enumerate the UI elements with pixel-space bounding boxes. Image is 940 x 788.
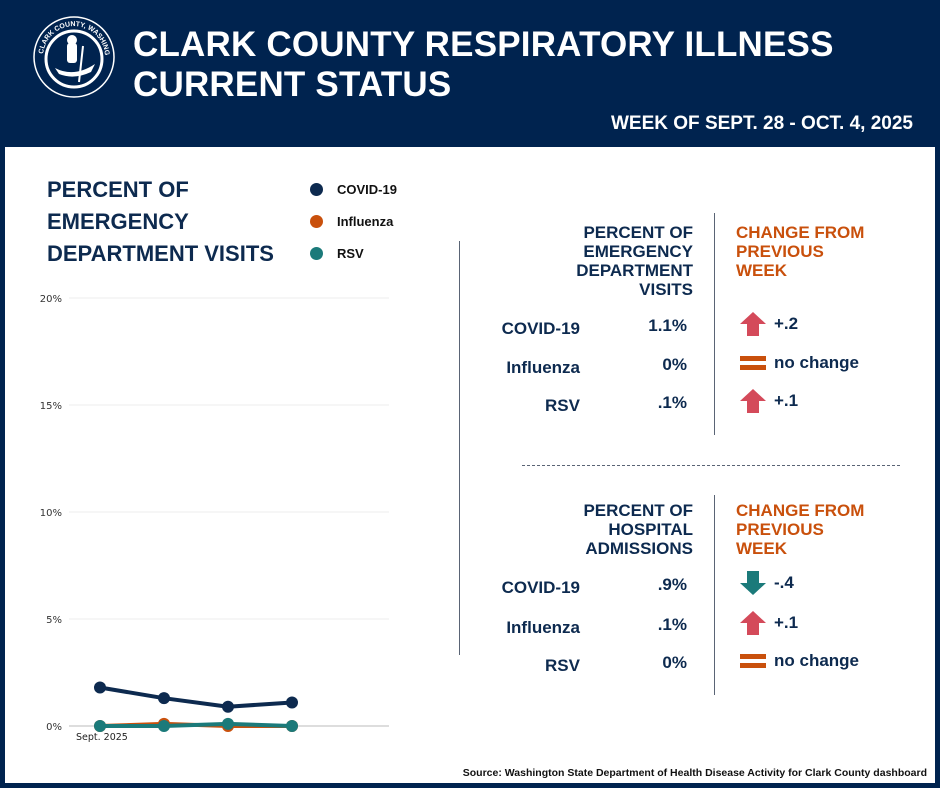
row-name: RSV [545, 656, 580, 675]
header-line: PREVIOUS [736, 242, 824, 261]
row-change: +.1 [740, 389, 798, 413]
header-line: PERCENT OF [583, 223, 693, 242]
change-value: no change [774, 353, 860, 372]
legend-dot-icon [310, 246, 323, 260]
header-line: ADMISSIONS [585, 539, 693, 558]
row-name: COVID-19 [501, 578, 580, 597]
title-line-2: CURRENT STATUS [133, 65, 452, 104]
legend-label: COVID-19 [337, 181, 397, 197]
row-name: Influenza [506, 358, 580, 377]
change-value: -.4 [774, 573, 794, 592]
dashed-separator [522, 465, 900, 466]
chart-title-line: EMERGENCY [47, 209, 189, 234]
up-arrow-icon [740, 312, 766, 336]
data-point-covid-19 [158, 692, 170, 705]
row-change: +.2 [740, 312, 798, 336]
up-arrow-icon [740, 611, 766, 635]
row-change: -.4 [740, 571, 794, 595]
series-line-rsv [100, 721, 293, 728]
title-line-1: CLARK COUNTY RESPIRATORY ILLNESS [133, 25, 834, 64]
legend-item-influenza: Influenza [310, 205, 397, 237]
chart-title: PERCENT OF EMERGENCY DEPARTMENT VISITS [47, 174, 274, 270]
hosp-header-percent: PERCENT OF HOSPITAL ADMISSIONS [525, 501, 693, 558]
row-change: no change [740, 351, 859, 375]
header-line: DEPARTMENT [576, 261, 693, 280]
row-name: COVID-19 [501, 319, 580, 338]
y-tick-label: 10% [40, 508, 62, 519]
row-value: 1.1% [648, 316, 687, 335]
row-value: .1% [657, 393, 687, 412]
header-line: CHANGE FROM [736, 223, 865, 242]
up-arrow-icon [740, 389, 766, 413]
chart-title-line: PERCENT OF [47, 177, 189, 202]
change-value: +.1 [774, 391, 799, 410]
data-point-rsv [158, 720, 170, 732]
series-line-covid-19 [99, 685, 293, 709]
data-point-covid-19 [286, 696, 298, 709]
header-line: CHANGE FROM [736, 501, 865, 520]
legend-label: Influenza [337, 213, 394, 229]
chart-title-line: DEPARTMENT VISITS [47, 241, 274, 266]
data-point-rsv [94, 720, 106, 732]
y-tick-label: 15% [40, 401, 62, 412]
header-line: PREVIOUS [736, 520, 824, 539]
legend-dot-icon [310, 214, 323, 228]
equals-icon [740, 649, 766, 673]
ed-header-change: CHANGE FROM PREVIOUS WEEK [736, 223, 864, 280]
header-line: PERCENT OF [583, 501, 693, 520]
row-value: .1% [657, 615, 687, 634]
row-change: no change [740, 649, 859, 673]
data-point-covid-19 [222, 700, 234, 713]
data-point-rsv [286, 720, 298, 732]
legend-item-covid: COVID-19 [310, 173, 397, 205]
legend-label: RSV [337, 245, 364, 261]
row-value: .9% [657, 575, 687, 594]
equals-icon [740, 351, 766, 375]
ed-header-percent: PERCENT OF EMERGENCY DEPARTMENT VISITS [525, 223, 693, 299]
header-line: WEEK [736, 539, 787, 558]
row-value: 0% [662, 653, 687, 672]
x-tick-label: Sept. 2025 [76, 732, 128, 743]
down-arrow-icon [740, 571, 766, 595]
change-value: +.2 [774, 314, 799, 333]
change-value: +.1 [774, 613, 799, 632]
header-line: HOSPITAL [608, 520, 693, 539]
data-point-covid-19 [94, 681, 106, 694]
hosp-header-change: CHANGE FROM PREVIOUS WEEK [736, 501, 864, 558]
row-value: 0% [662, 355, 687, 374]
clark-county-logo: CLARK COUNTY, WASHINGTON [33, 16, 115, 98]
row-name: Influenza [506, 618, 580, 637]
line-chart: 0% 5% 10% 15% 20% Sept. 2025 [40, 294, 389, 743]
y-tick-label: 20% [40, 294, 62, 305]
header-line: VISITS [639, 280, 693, 299]
legend-item-rsv: RSV [310, 237, 397, 269]
y-tick-label: 0% [46, 722, 62, 733]
header-line: EMERGENCY [583, 242, 693, 261]
source-note: Source: Washington State Department of H… [462, 767, 927, 779]
page-title: CLARK COUNTY RESPIRATORY ILLNESS CURRENT… [133, 25, 834, 105]
column-divider [714, 495, 715, 695]
section-divider [459, 241, 460, 655]
legend-dot-icon [310, 182, 323, 196]
change-value: no change [774, 651, 860, 670]
chart-legend: COVID-19 Influenza RSV [310, 173, 397, 269]
row-change: +.1 [740, 611, 798, 635]
y-tick-label: 5% [46, 615, 62, 626]
header: CLARK COUNTY, WASHINGTON CLARK COUNTY RE… [0, 0, 940, 147]
column-divider [714, 213, 715, 435]
header-line: WEEK [736, 261, 787, 280]
content-panel: PERCENT OF EMERGENCY DEPARTMENT VISITS C… [5, 147, 935, 783]
week-range: WEEK OF SEPT. 28 - OCT. 4, 2025 [611, 113, 913, 134]
data-point-rsv [222, 717, 234, 730]
row-name: RSV [545, 396, 580, 415]
